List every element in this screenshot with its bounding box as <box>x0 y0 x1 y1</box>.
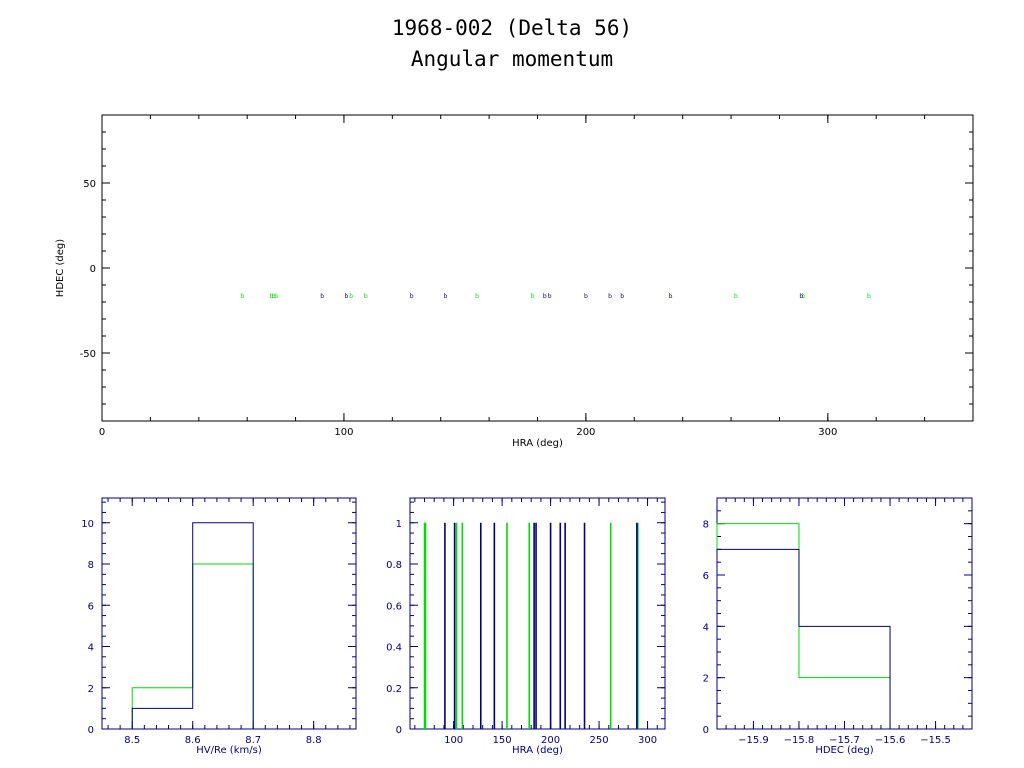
data-point: b <box>608 293 612 300</box>
data-point: b <box>867 293 871 300</box>
major-ticks <box>102 498 356 730</box>
y-tick-label: 8 <box>703 520 709 531</box>
data-point: b <box>349 293 353 300</box>
chart-subtitle: Angular momentum <box>410 47 614 71</box>
x-tick-label: 300 <box>818 427 837 438</box>
major-ticks <box>410 498 665 730</box>
data-point: b <box>344 293 348 300</box>
y-tick-label: 0.4 <box>386 643 402 654</box>
y-tick-label: 0.8 <box>386 560 402 571</box>
x-tick-label: −15.8 <box>784 735 815 746</box>
y-tick-label: 6 <box>88 601 94 612</box>
y-tick-label: -50 <box>80 349 96 360</box>
data-point: b <box>620 293 624 300</box>
data-point: b <box>269 293 273 300</box>
x-tick-label: 200 <box>576 427 595 438</box>
hist-hv-frame <box>101 497 357 730</box>
x-tick-label: −15.6 <box>875 735 906 746</box>
x-axis-label: HRA (deg) <box>512 745 563 756</box>
x-tick-label: 0 <box>99 427 105 438</box>
x-tick-label: −15.7 <box>829 735 860 746</box>
y-axis-label: HDEC (deg) <box>55 239 66 297</box>
y-tick-label: 4 <box>703 622 709 633</box>
data-point: b <box>734 293 738 300</box>
chart-title: 1968-002 (Delta 56) <box>391 16 633 40</box>
minor-ticks <box>716 497 973 730</box>
data-point: b <box>531 293 535 300</box>
data-point: b <box>669 293 673 300</box>
x-tick-label: 8.7 <box>245 735 261 746</box>
data-point: b <box>543 293 547 300</box>
hist-bars-blue <box>716 548 891 729</box>
x-tick-label: 150 <box>493 735 512 746</box>
scatter-frame <box>101 114 974 422</box>
x-tick-label: 8.6 <box>185 735 201 746</box>
minor-ticks <box>410 498 665 730</box>
data-point: b <box>240 293 244 300</box>
y-tick-label: 10 <box>81 519 94 530</box>
minor-ticks <box>101 114 974 422</box>
x-axis-label: HV/Re (km/s) <box>196 745 262 756</box>
data-point: b <box>274 293 278 300</box>
hist-bars-blue <box>131 522 254 729</box>
data-point: b <box>475 293 479 300</box>
data-point: b <box>320 293 324 300</box>
data-point: b <box>584 293 588 300</box>
data-point: b <box>444 293 448 300</box>
x-tick-label: −15.5 <box>920 735 951 746</box>
x-axis-label: HRA (deg) <box>512 438 563 449</box>
data-point: b <box>410 293 414 300</box>
y-tick-label: 0 <box>88 725 94 736</box>
x-tick-label: 8.5 <box>124 735 140 746</box>
data-point: b <box>802 293 806 300</box>
x-tick-label: 200 <box>541 735 560 746</box>
major-ticks <box>101 115 973 421</box>
major-ticks <box>717 498 972 730</box>
hist-hdec-frame <box>716 497 973 730</box>
y-tick-label: 0 <box>90 264 96 275</box>
y-tick-label: 4 <box>88 643 94 654</box>
data-point: b <box>548 293 552 300</box>
y-tick-label: 1 <box>396 519 402 530</box>
x-tick-label: −15.9 <box>738 735 769 746</box>
y-tick-label: 0 <box>703 725 709 736</box>
y-tick-label: 6 <box>703 571 709 582</box>
y-tick-label: 50 <box>83 179 96 190</box>
hist-hra-frame <box>409 497 666 730</box>
y-tick-label: 8 <box>88 560 94 571</box>
y-tick-label: 2 <box>88 684 94 695</box>
data-point: b <box>272 293 276 300</box>
data-point: b <box>799 293 803 300</box>
data-point: b <box>364 293 368 300</box>
x-tick-label: 250 <box>590 735 609 746</box>
x-tick-label: 100 <box>334 427 353 438</box>
x-axis-label: HDEC (deg) <box>815 745 873 756</box>
x-tick-label: 100 <box>444 735 463 746</box>
minor-ticks <box>102 498 356 730</box>
x-tick-label: 300 <box>638 735 657 746</box>
y-tick-label: 0.2 <box>386 684 402 695</box>
x-tick-label: 8.8 <box>306 735 322 746</box>
y-tick-label: 0 <box>396 725 402 736</box>
y-tick-label: 0.6 <box>386 601 402 612</box>
y-tick-label: 2 <box>703 674 709 685</box>
